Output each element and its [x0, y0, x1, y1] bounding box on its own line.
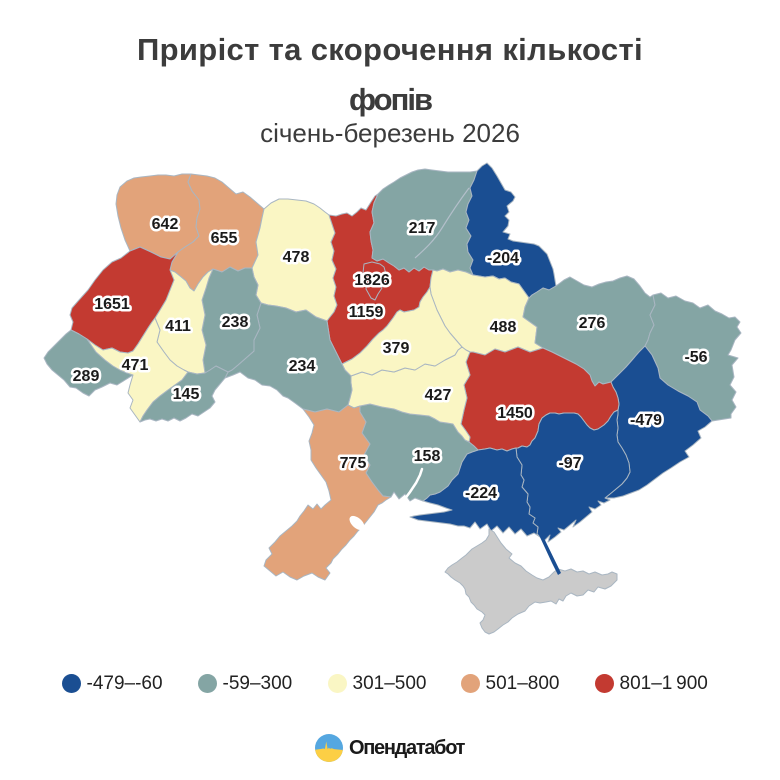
svg-text:1826: 1826 [354, 272, 390, 289]
svg-text:379: 379 [383, 340, 410, 357]
svg-text:471: 471 [122, 357, 149, 374]
svg-text:238: 238 [222, 314, 249, 331]
svg-text:478: 478 [283, 249, 310, 266]
svg-text:276: 276 [579, 315, 606, 332]
svg-text:775: 775 [340, 455, 367, 472]
svg-text:234: 234 [289, 358, 316, 375]
svg-text:289: 289 [73, 368, 100, 385]
svg-text:1651: 1651 [94, 296, 130, 313]
svg-text:1159: 1159 [349, 304, 384, 321]
svg-text:427: 427 [425, 387, 452, 404]
svg-text:411: 411 [165, 318, 191, 335]
svg-text:-204: -204 [487, 250, 519, 267]
svg-text:158: 158 [414, 448, 441, 465]
svg-text:655: 655 [211, 230, 238, 247]
svg-text:1450: 1450 [497, 405, 533, 422]
svg-text:-224: -224 [465, 485, 497, 502]
svg-text:145: 145 [173, 386, 200, 403]
svg-text:-97: -97 [558, 455, 581, 472]
svg-text:217: 217 [409, 220, 436, 237]
svg-text:488: 488 [490, 319, 517, 336]
svg-text:-479: -479 [630, 412, 662, 429]
svg-text:642: 642 [152, 216, 179, 233]
svg-text:-56: -56 [684, 349, 707, 366]
